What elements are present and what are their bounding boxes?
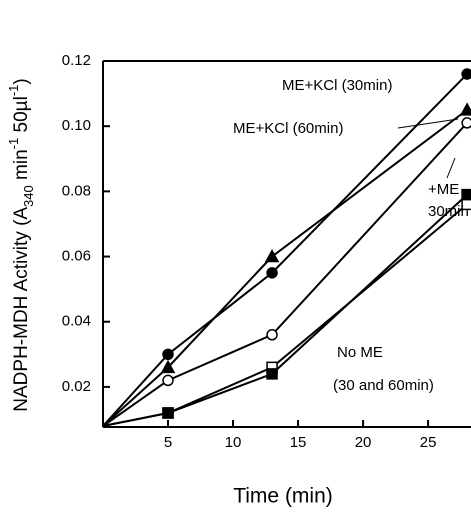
annotation: ME+KCl (30min) bbox=[282, 77, 392, 94]
x-axis-title: Time (min) bbox=[233, 485, 333, 508]
marker bbox=[264, 248, 280, 263]
series-line bbox=[102, 109, 468, 427]
annotation: +ME bbox=[428, 181, 459, 198]
marker bbox=[461, 68, 471, 80]
annotation: ME+KCl (60min) bbox=[233, 120, 343, 137]
x-tick-label: 5 bbox=[164, 434, 172, 451]
marker bbox=[266, 368, 278, 380]
y-axis-title-part: 340 bbox=[21, 185, 36, 207]
leader-line bbox=[397, 118, 459, 129]
y-axis-title-part: 50µl bbox=[11, 96, 32, 138]
y-tick-label: 0.12 bbox=[62, 52, 91, 69]
y-tick-label: 0.06 bbox=[62, 248, 91, 265]
annotation: No ME bbox=[337, 344, 383, 361]
marker bbox=[160, 359, 176, 374]
series-line bbox=[102, 73, 468, 427]
y-tick-label: 0.04 bbox=[62, 313, 91, 330]
y-axis-title-part: -1 bbox=[6, 138, 21, 150]
series-line bbox=[102, 122, 468, 427]
marker bbox=[461, 188, 471, 201]
y-axis-title-part: min bbox=[11, 149, 32, 185]
y-tick-label: 0.08 bbox=[62, 182, 91, 199]
leader-line bbox=[446, 157, 456, 179]
y-tick-label: 0.02 bbox=[62, 378, 91, 395]
y-axis-title-part: NADPH-MDH Activity (A bbox=[11, 207, 32, 412]
marker bbox=[459, 102, 471, 116]
y-axis-title-part: ) bbox=[11, 78, 32, 84]
y-axis-title: NADPH-MDH Activity (A340 min-1 50µl-1) bbox=[6, 78, 36, 411]
y-axis-title-part: -1 bbox=[6, 85, 21, 97]
marker bbox=[162, 348, 174, 361]
marker bbox=[266, 329, 278, 341]
marker bbox=[162, 407, 174, 419]
marker bbox=[162, 374, 174, 387]
x-tick-label: 25 bbox=[420, 434, 437, 451]
marker bbox=[461, 117, 471, 129]
marker bbox=[461, 198, 471, 211]
y-tick-label: 0.10 bbox=[62, 117, 91, 134]
annotation: (30 and 60min) bbox=[333, 377, 434, 394]
marker bbox=[266, 267, 278, 279]
x-tick-label: 15 bbox=[290, 434, 307, 451]
x-tick-label: 10 bbox=[225, 434, 242, 451]
series-line bbox=[102, 193, 468, 428]
x-tick-label: 20 bbox=[355, 434, 372, 451]
